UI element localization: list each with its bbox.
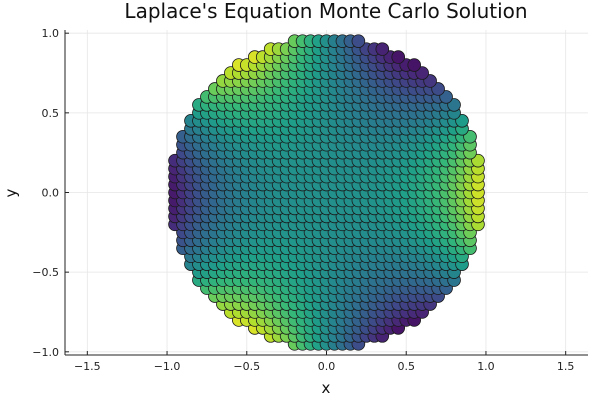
axes: −1.5 −1.0 −0.5 0.0 0.5 1.0 1.5 −1.0 −0.5 0.0 0.5 1.… xyxy=(32,27,588,373)
x-tick-label: 1.0 xyxy=(477,360,495,373)
y-tick-label: −1.0 xyxy=(32,346,59,359)
chart-title: Laplace's Equation Monte Carlo Solution xyxy=(124,0,527,23)
x-tick-label: 1.5 xyxy=(557,360,575,373)
y-tick-label: 0.0 xyxy=(42,187,60,200)
data-point xyxy=(407,58,422,72)
x-tick-label: −1.0 xyxy=(154,360,181,373)
data-point xyxy=(391,50,406,64)
y-tick-label: 1.0 xyxy=(42,27,60,40)
y-tick-label: 0.5 xyxy=(42,107,60,120)
x-tick-label: 0.5 xyxy=(397,360,415,373)
x-tick-label: −0.5 xyxy=(233,360,260,373)
y-tick-label: −0.5 xyxy=(32,266,59,279)
data-points xyxy=(168,34,485,351)
y-axis-title: y xyxy=(2,188,20,197)
x-tick-label: −1.5 xyxy=(74,360,101,373)
data-point xyxy=(375,42,390,56)
data-point xyxy=(351,34,366,48)
x-axis-title: x xyxy=(322,379,331,397)
x-tick-label: 0.0 xyxy=(318,360,336,373)
